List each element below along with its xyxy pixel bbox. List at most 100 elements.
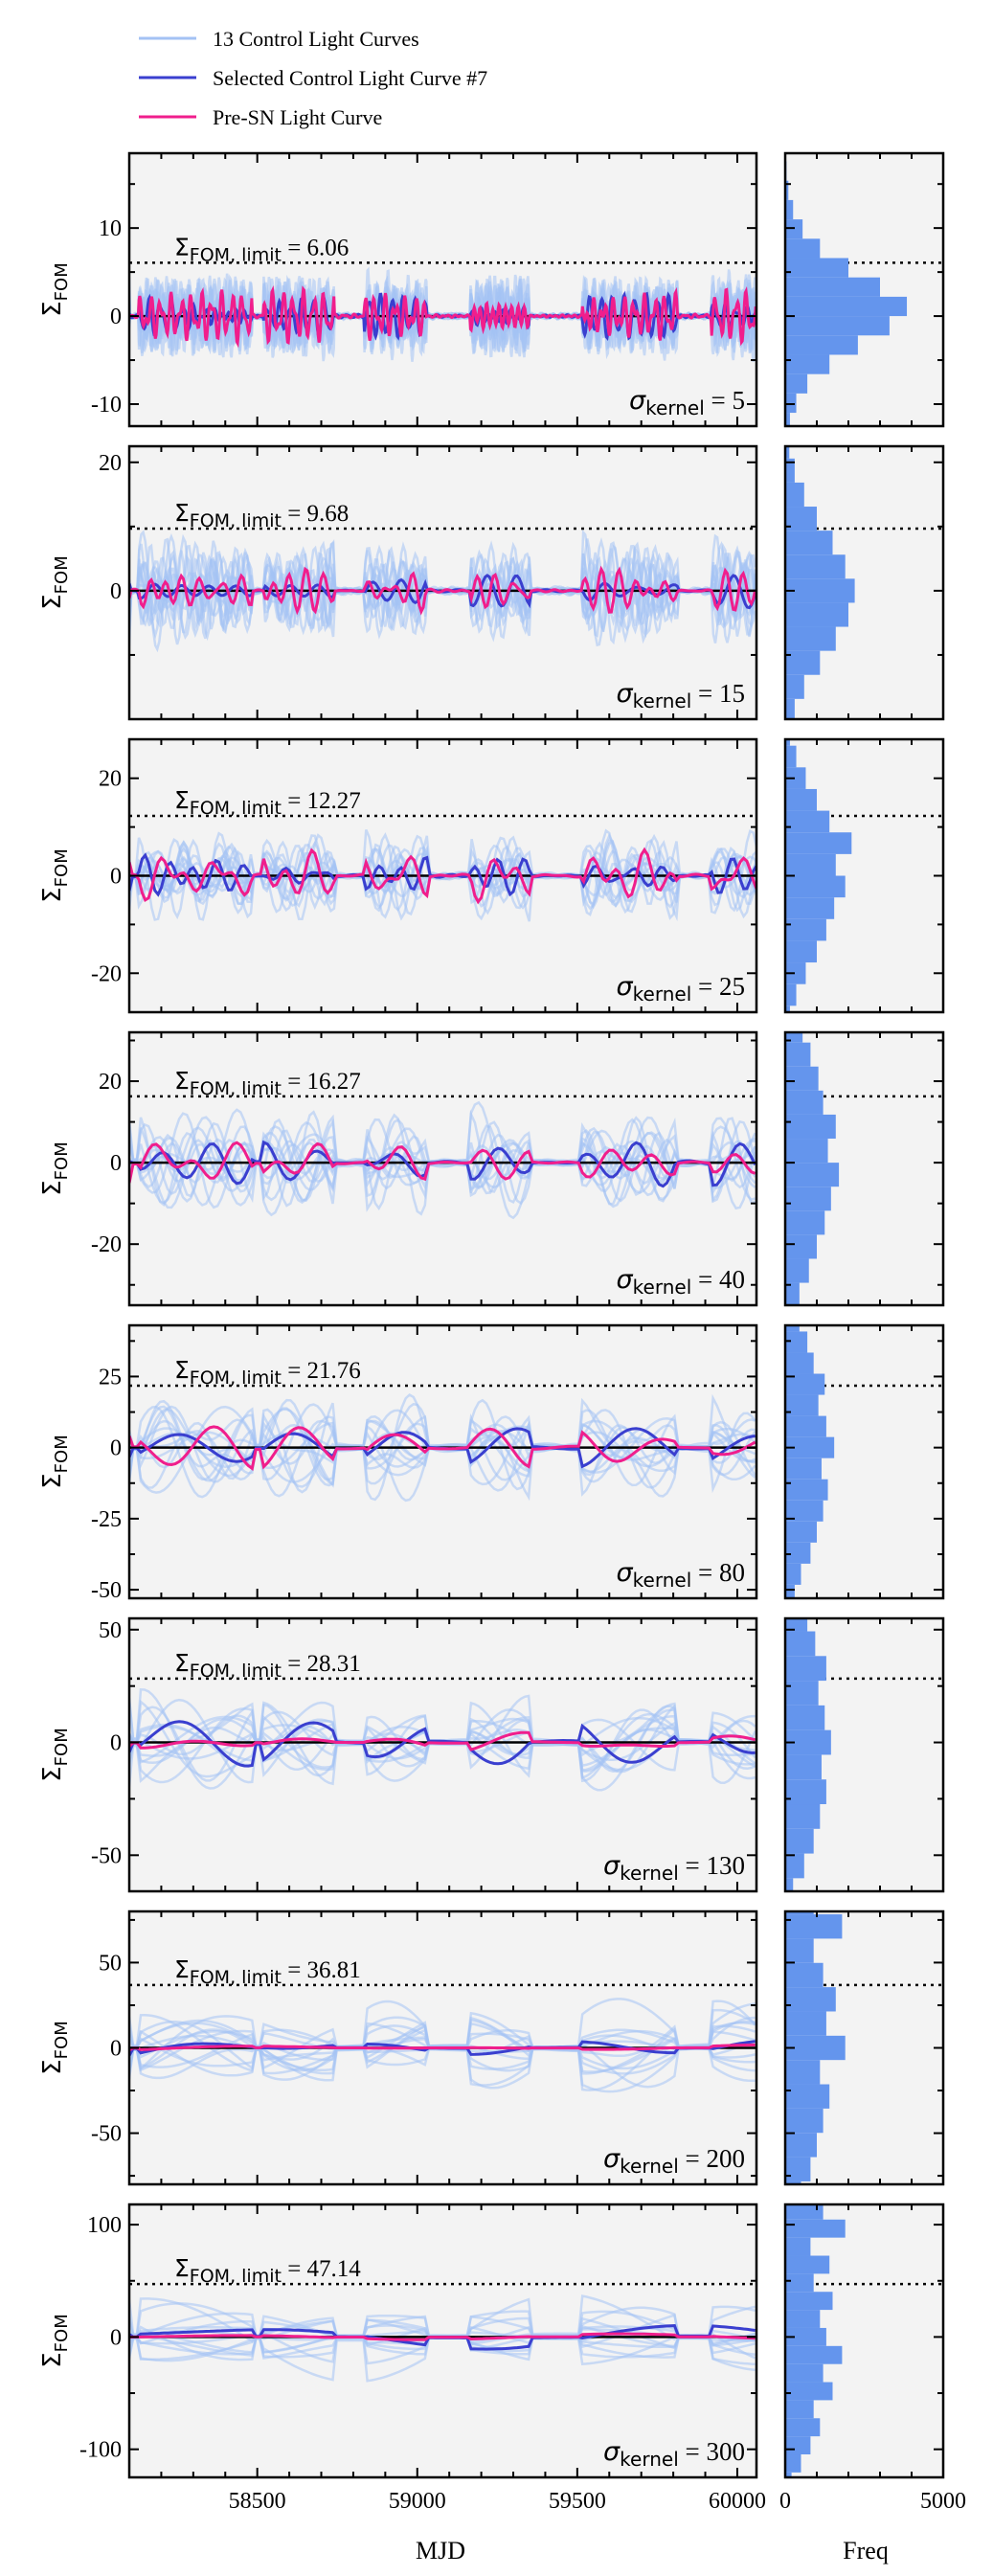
hist-bar (785, 1234, 817, 1259)
hist-bar (785, 875, 846, 898)
kernel-sub: kernel (620, 1862, 679, 1885)
hist-bar (785, 1210, 825, 1235)
hist-bar (785, 1987, 836, 2012)
hist-bar (785, 940, 817, 963)
hist-bar (785, 2255, 830, 2274)
control-curve (129, 2315, 756, 2359)
y-tick-label: -50 (91, 1843, 122, 1868)
legend-label-presn: Pre-SN Light Curve (213, 105, 382, 129)
hist-bar (785, 2237, 811, 2256)
limit-value: = 12.27 (282, 788, 361, 814)
y-tick-label: 100 (87, 2213, 122, 2238)
hist-bar (785, 1584, 795, 1598)
limit-annotation: ΣFOM, limit = 12.27 (174, 786, 361, 819)
hist-bar (785, 962, 806, 984)
limit-value: = 28.31 (282, 1651, 361, 1677)
kernel-annotation: σkernel = 300 (603, 2437, 745, 2471)
hist-bar (785, 1521, 817, 1543)
limit-value: = 47.14 (282, 2256, 361, 2282)
hist-bar (785, 413, 790, 426)
hist-bar (785, 2108, 824, 2134)
hist-frame (783, 151, 945, 428)
histogram (785, 2204, 846, 2477)
selected-curve (129, 1720, 756, 1768)
y-axis-label: ΣFOM (38, 2314, 72, 2368)
kernel-sigma: σ (617, 1265, 634, 1295)
limit-value: = 36.81 (282, 1957, 361, 1983)
hist-bar (785, 554, 846, 579)
limit-sub: FOM, limit (190, 510, 282, 531)
limit-sub: FOM, limit (190, 2266, 282, 2287)
hist-bar (785, 1394, 819, 1416)
y-axis-label-main: Σ (38, 2352, 67, 2367)
hist-bar (785, 2133, 817, 2158)
y-tick-label: 20 (99, 1070, 122, 1095)
hist-bar (785, 2157, 811, 2181)
hist-bar (785, 810, 830, 833)
hist-bar (785, 626, 836, 651)
series-group (129, 1998, 756, 2093)
series-group (129, 1392, 756, 1503)
hist-bar (785, 1436, 835, 1458)
y-tick-label: 0 (110, 2325, 122, 2350)
hist-bar (785, 1163, 840, 1187)
y-tick-label: 20 (99, 451, 122, 476)
y-axis-label-main: Σ (38, 887, 67, 902)
control-curve (129, 1392, 756, 1502)
kernel-value: = 80 (691, 1558, 745, 1587)
histogram (785, 1325, 835, 1598)
y-axis-label: ΣFOM (38, 1435, 72, 1489)
hist-bar (785, 1114, 836, 1140)
hist-bar (785, 983, 797, 1006)
kernel-sub: kernel (633, 1569, 692, 1592)
hist-bar (785, 1090, 824, 1115)
control-curve (129, 2002, 756, 2093)
hist-bar (785, 739, 790, 746)
series-group (129, 1687, 756, 1792)
limit-value: = 6.06 (282, 235, 349, 260)
limit-sub: FOM, limit (190, 798, 282, 819)
y-tick-label: 20 (99, 767, 122, 792)
hist-bar (785, 2400, 814, 2419)
hist-bar (785, 1705, 825, 1730)
hist-bar (785, 1618, 808, 1632)
hist-bar (785, 1282, 800, 1305)
y-axis-label-main: Σ (38, 1473, 67, 1488)
kernel-sub: kernel (633, 983, 692, 1006)
hist-bar (785, 316, 890, 336)
hist-bar (785, 1804, 821, 1829)
histogram (785, 1618, 831, 1891)
hist-bar (785, 1352, 814, 1374)
kernel-sub: kernel (633, 1276, 692, 1299)
limit-annotation: ΣFOM, limit = 21.76 (174, 1356, 361, 1389)
hist-bar (785, 788, 817, 811)
x-tick-label: 59500 (549, 2489, 606, 2514)
limit-value: = 9.68 (282, 501, 349, 527)
presn-curve (129, 1141, 756, 1184)
limit-value: = 21.76 (282, 1358, 361, 1384)
y-tick-label: -50 (91, 1578, 122, 1603)
y-tick-label: 0 (110, 2037, 122, 2062)
kernel-sub: kernel (645, 396, 705, 419)
hist-bar (785, 1479, 828, 1501)
hist-bar (785, 1656, 826, 1682)
y-axis-label-main: Σ (38, 594, 67, 609)
kernel-sigma: σ (617, 679, 634, 709)
hist-bar (785, 674, 804, 699)
hist-bar (785, 238, 821, 259)
kernel-annotation: σkernel = 130 (603, 1851, 745, 1885)
kernel-sigma: σ (603, 2144, 621, 2174)
x-tick-label: 60000 (709, 2489, 766, 2514)
hist-bar (785, 2035, 846, 2061)
y-tick-label: 0 (110, 579, 122, 604)
kernel-sub: kernel (620, 2155, 679, 2178)
hist-x-tick-label: 0 (779, 2489, 791, 2514)
hist-bar (785, 1325, 800, 1332)
presn-curve (129, 2044, 756, 2052)
histogram (785, 1032, 840, 1305)
limit-sigma: Σ (174, 233, 190, 260)
